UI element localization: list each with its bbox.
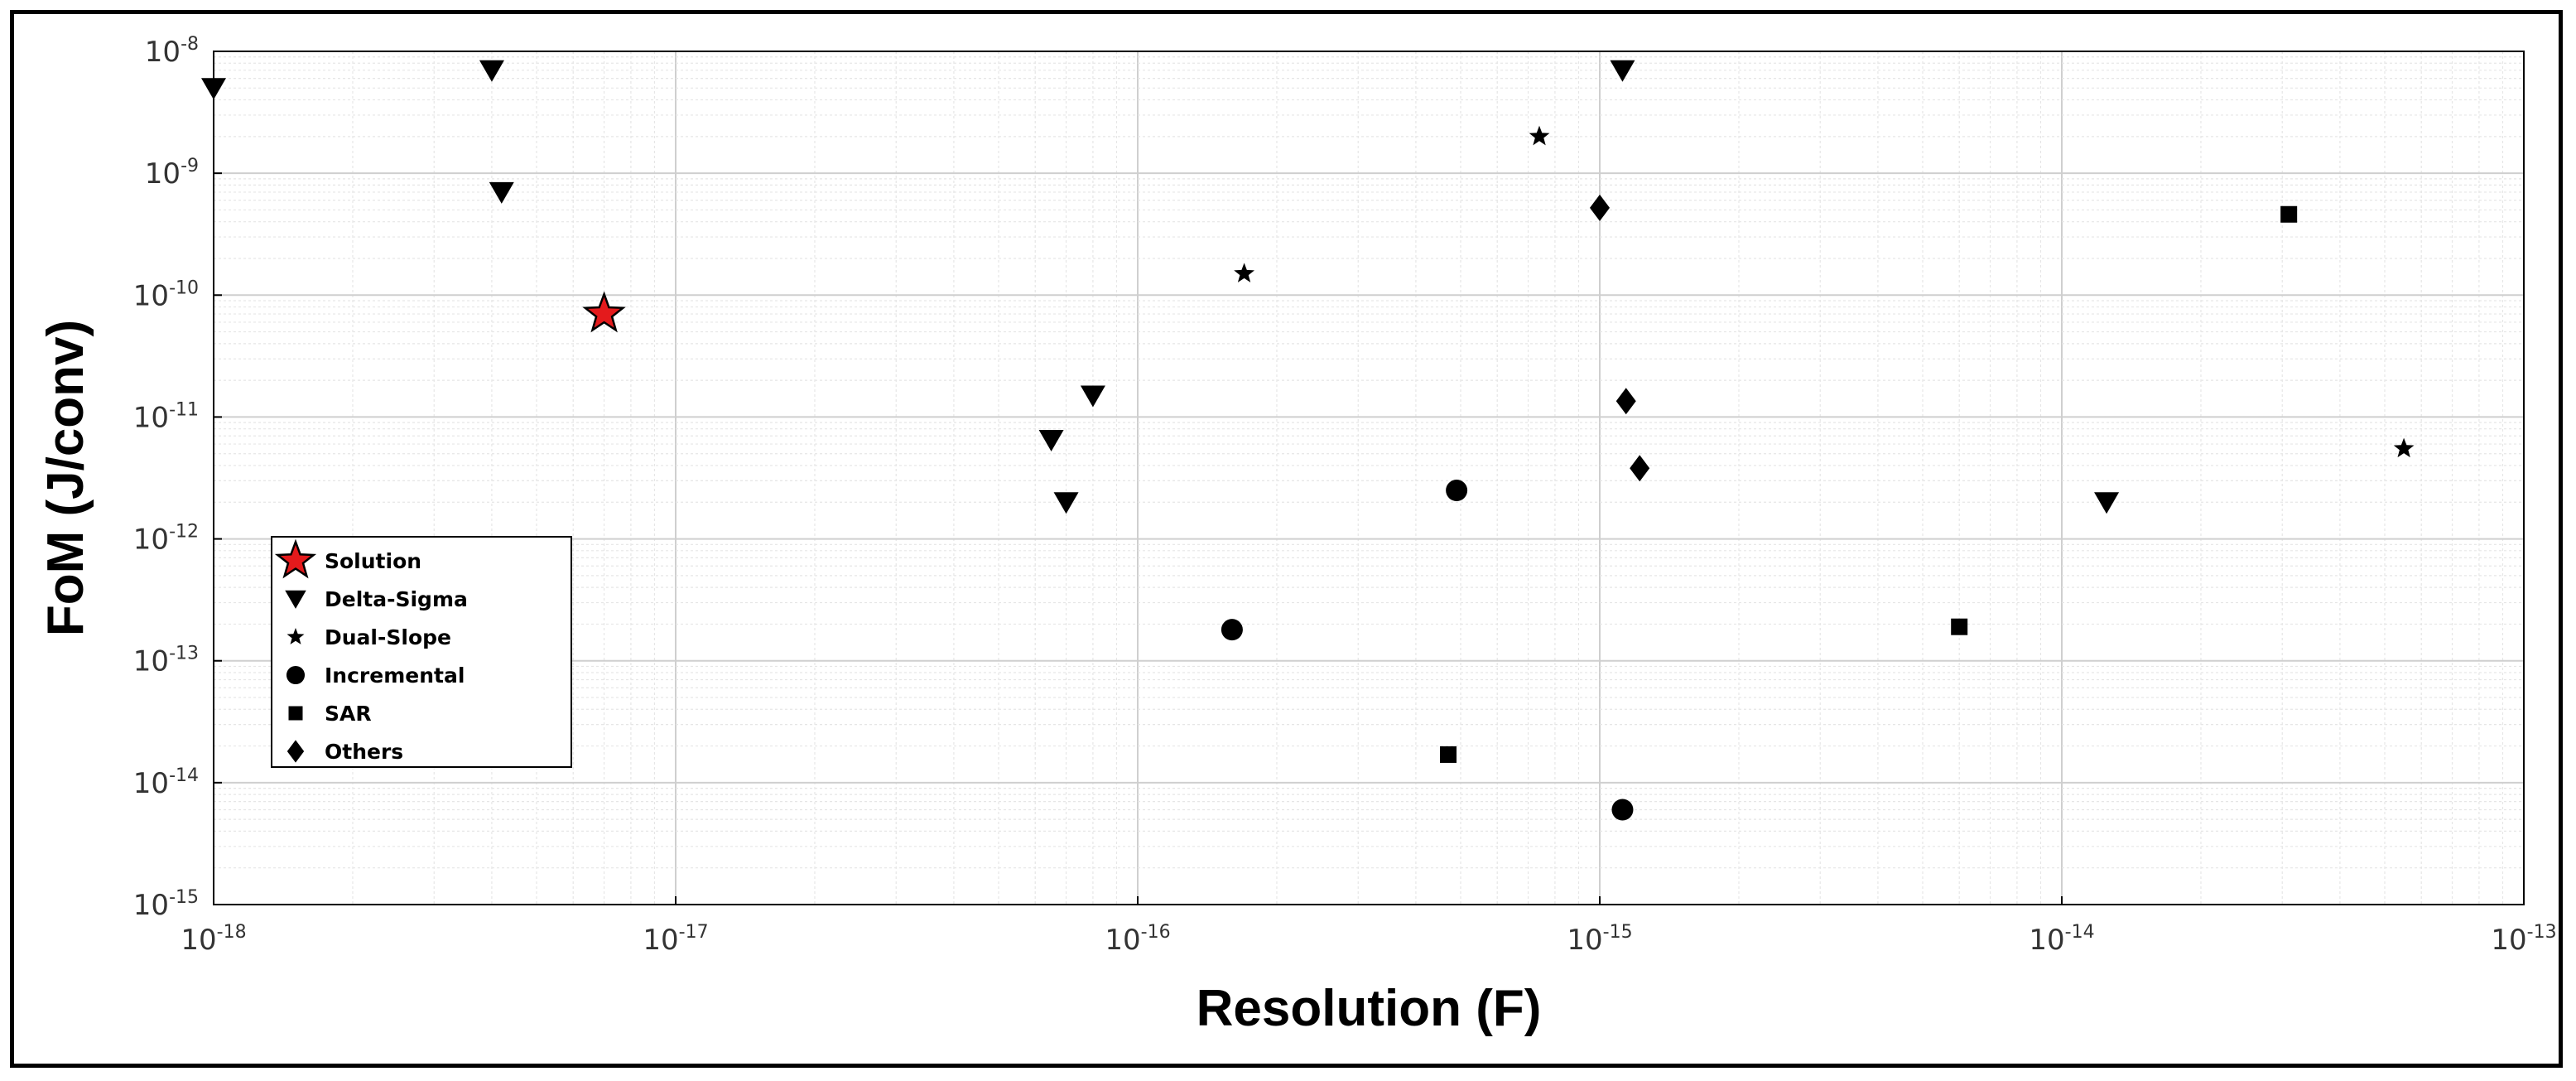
solution-point <box>582 291 626 333</box>
y-tick-label: 10-11 <box>133 399 199 434</box>
y-tick-label: 10-9 <box>145 156 199 191</box>
data-points <box>201 60 2415 821</box>
incremental-point <box>1611 799 1634 821</box>
legend-marker-others <box>286 740 305 763</box>
sar-point <box>2280 205 2298 223</box>
others-point <box>1590 194 1610 221</box>
incremental-point <box>1221 619 1243 641</box>
delta-sigma-point <box>1053 492 1079 514</box>
plot-area <box>213 51 2525 905</box>
delta-sigma-point <box>1080 385 1105 408</box>
incremental-point <box>1446 480 1468 502</box>
legend-marker-sar <box>288 706 303 721</box>
dual-slope-point <box>1529 125 1550 146</box>
x-tick-label: 10-18 <box>181 922 246 957</box>
others-point <box>1615 388 1636 415</box>
sar-point <box>1440 746 1457 763</box>
delta-sigma-point <box>1610 60 1635 82</box>
legend-marker-dual-slope <box>286 628 305 644</box>
dual-slope-point <box>2393 437 2415 458</box>
delta-sigma-point <box>489 181 514 204</box>
legend-box <box>271 536 572 768</box>
legend-label-solution: Solution <box>325 549 421 573</box>
delta-sigma-point <box>2094 492 2120 514</box>
x-tick-label: 10-17 <box>643 922 708 957</box>
legend-label-incremental: Incremental <box>325 664 465 688</box>
figure-frame <box>10 10 2563 1068</box>
axis-ticks: 10-18 10-17 10-16 10-15 10-14 10-13 10-15 10-14… <box>133 34 2557 957</box>
legend: Solution Delta-Sigma Dual-Slope Incremental… <box>271 536 572 768</box>
legend-marker-delta-sigma <box>285 590 306 609</box>
others-point <box>1630 455 1650 482</box>
y-tick-label: 10-13 <box>133 644 199 678</box>
x-tick-label: 10-13 <box>2491 922 2556 957</box>
x-tick-label: 10-15 <box>1567 922 1632 957</box>
x-axis-title: Resolution (F) <box>1197 980 1542 1037</box>
y-tick-label: 10-12 <box>133 522 199 557</box>
sar-point <box>1951 618 1968 635</box>
dual-slope-point <box>1234 263 1254 282</box>
y-tick-label: 10-8 <box>145 34 199 69</box>
y-tick-label: 10-10 <box>133 277 199 312</box>
legend-label-dual-slope: Dual-Slope <box>325 625 451 649</box>
legend-label-others: Others <box>325 740 403 764</box>
legend-label-sar: SAR <box>325 702 372 726</box>
legend-marker-incremental <box>286 665 306 685</box>
y-tick-label: 10-14 <box>133 765 199 800</box>
y-tick-label: 10-15 <box>133 887 199 922</box>
legend-marker-solution <box>274 538 317 579</box>
y-axis-title: FoM (J/conv) <box>37 320 94 636</box>
grid <box>213 51 2524 905</box>
legend-label-delta-sigma: Delta-Sigma <box>325 587 468 611</box>
x-tick-label: 10-14 <box>2029 922 2094 957</box>
delta-sigma-point <box>1038 429 1064 451</box>
delta-sigma-point <box>201 78 226 100</box>
delta-sigma-point <box>479 60 504 82</box>
x-tick-label: 10-16 <box>1105 922 1170 957</box>
